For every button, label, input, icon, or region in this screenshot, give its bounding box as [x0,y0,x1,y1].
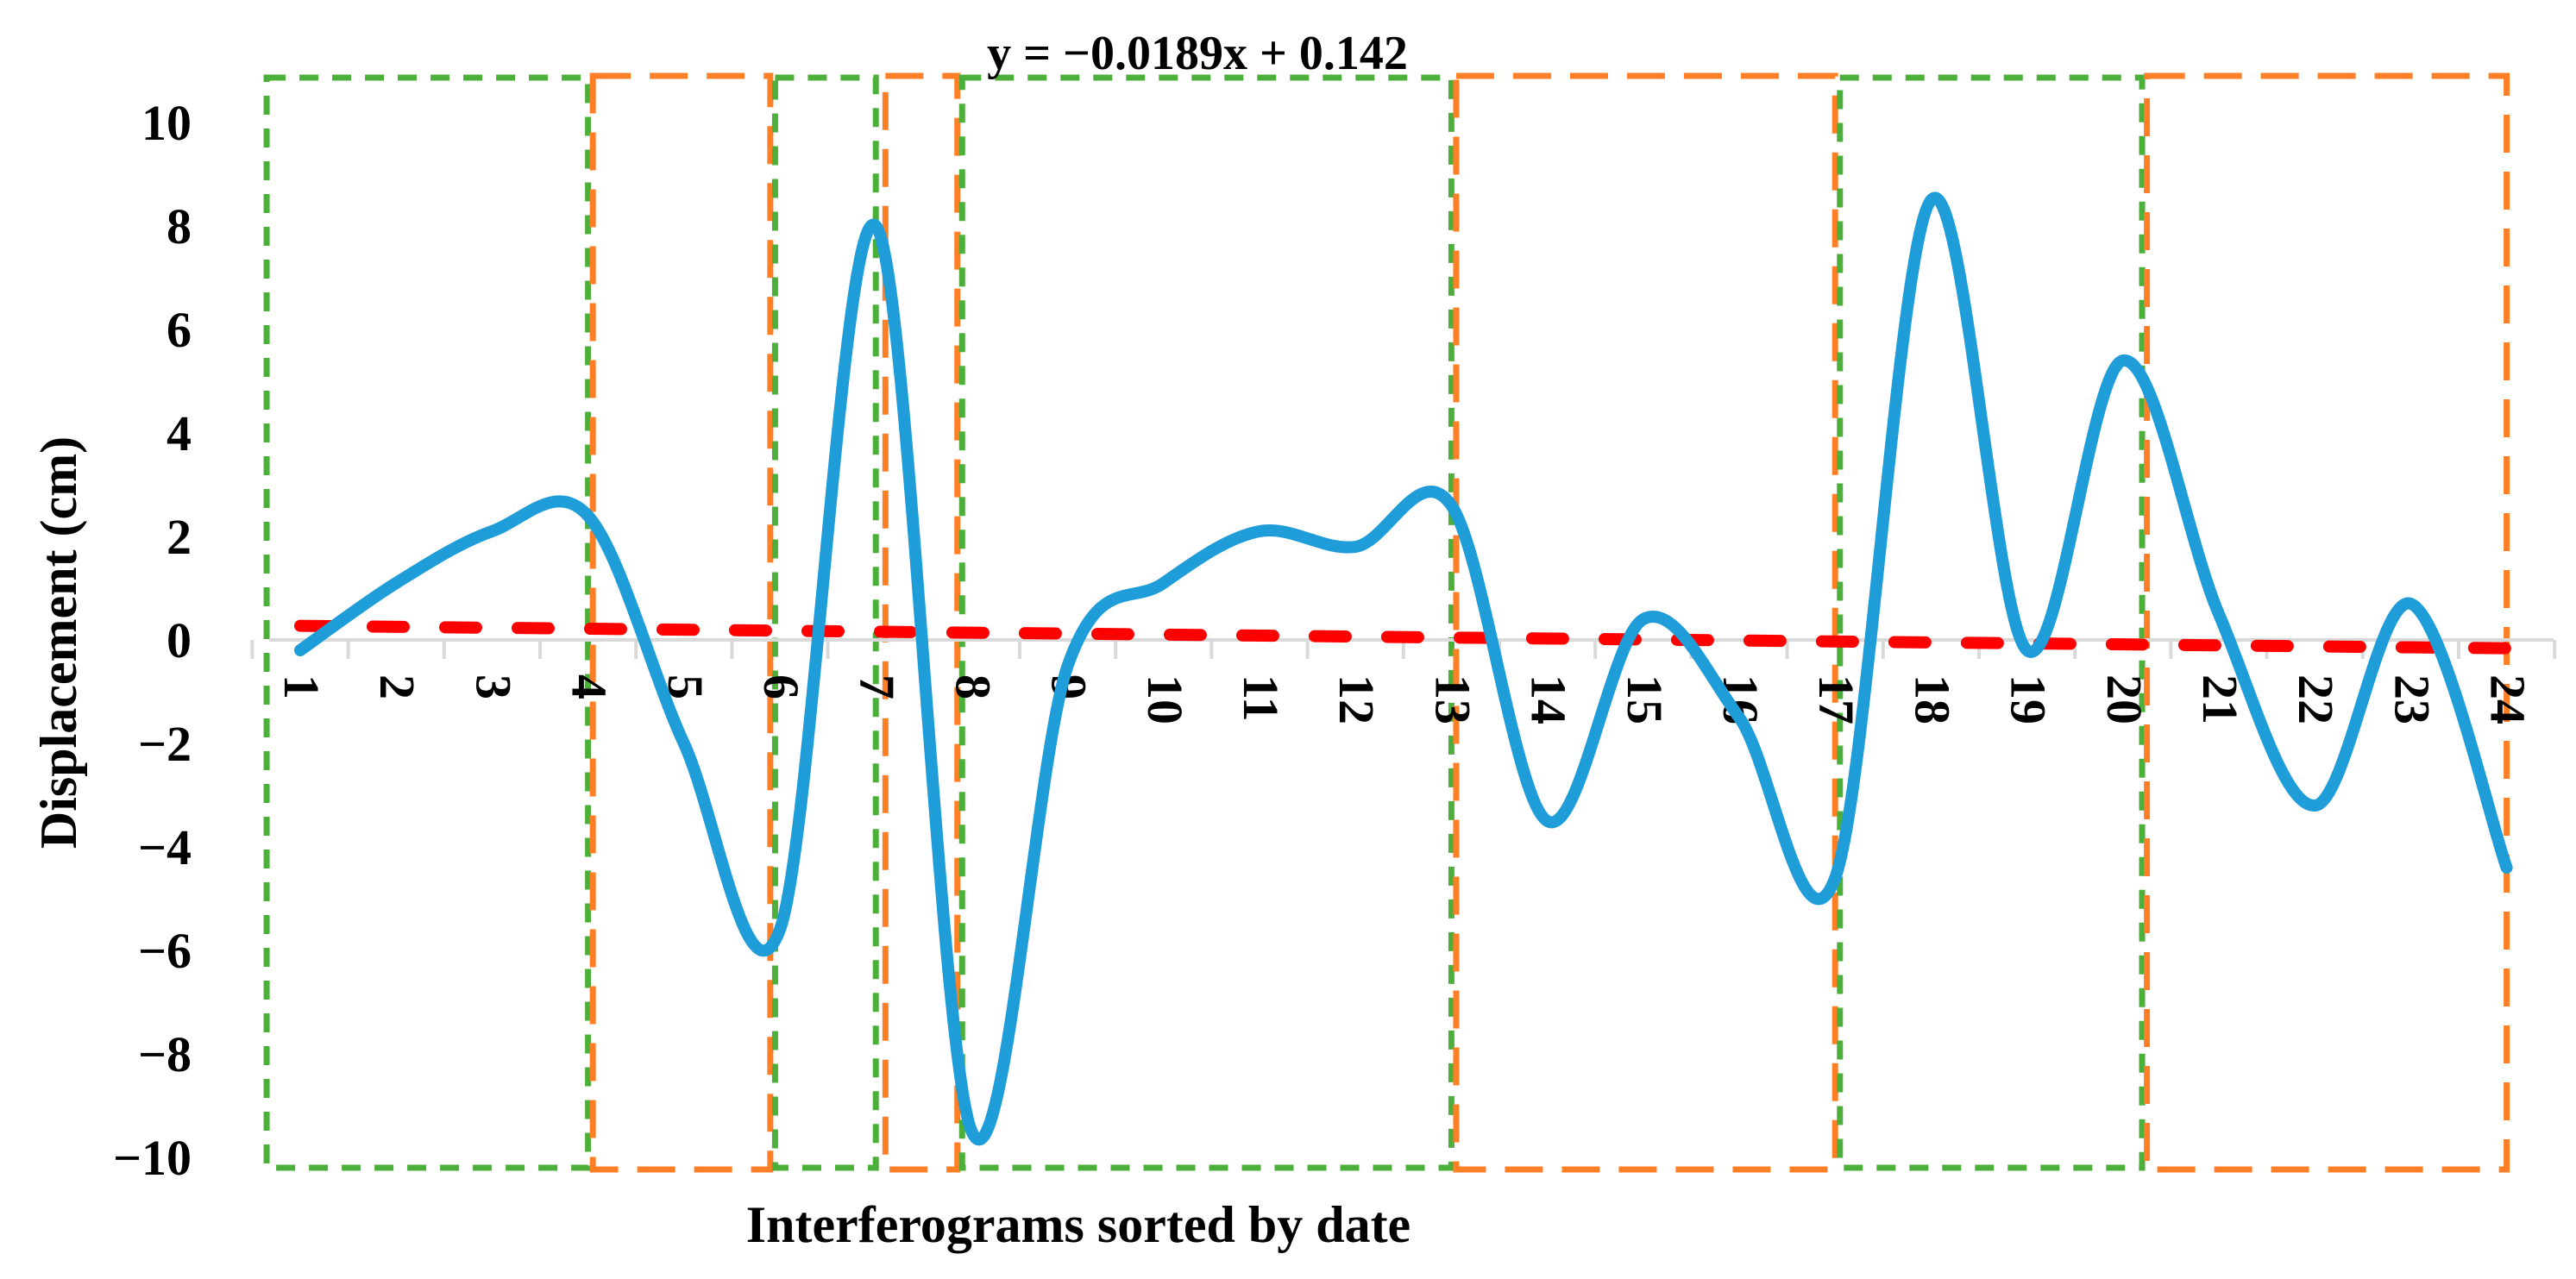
x-tick-label: 1 [273,674,330,699]
y-axis-title: Displacement (cm) [30,436,87,849]
y-tick-label: 6 [166,302,192,358]
x-tick-label: 2 [369,674,425,699]
period-box-2 [589,72,774,1173]
x-tick-label: 3 [465,674,521,699]
period-box-1 [263,74,592,1171]
x-tick-label: 6 [753,674,809,699]
y-tick-label: 2 [166,509,192,565]
trend-line [294,619,2513,655]
displacement-series [294,191,2513,1146]
x-tick-label: 12 [1329,674,1385,724]
displacement-line [294,191,2513,1146]
y-tick-label: 0 [166,612,192,668]
x-tick-label: 21 [2192,674,2248,724]
x-tick-label: 19 [2001,674,2057,724]
x-tick-label: 8 [945,674,1001,699]
x-tick-label: 10 [1137,674,1193,724]
x-tick-label: 15 [1617,674,1673,724]
y-tick-label: −2 [138,716,192,772]
period-boxes [263,72,2510,1173]
period-box-3 [771,74,879,1171]
y-tick-label: −6 [138,923,192,979]
y-tick-label: 4 [166,405,192,461]
period-box-7 [1837,74,2146,1171]
x-tick-label: 18 [1904,674,1960,724]
y-axis-ticks: 10 8 6 4 2 0 −2 −4 −6 −8 −10 [113,95,192,1186]
trendline-equation: y = −0.0189x + 0.142 [987,27,1408,80]
x-tick-label: 20 [2096,674,2152,724]
y-tick-label: 8 [166,198,192,254]
period-box-8 [2144,72,2510,1173]
x-tick-label: 11 [1233,674,1289,722]
x-axis-title: Interferograms sorted by date [746,1196,1411,1253]
period-box-4 [882,72,961,1173]
y-tick-label: −10 [113,1130,192,1186]
y-tick-label: 10 [141,95,192,151]
x-tick-label: 22 [2288,674,2344,724]
x-tick-label: 13 [1424,674,1480,724]
x-tick-label: 17 [1808,674,1864,724]
trendline [294,619,2513,655]
x-tick-label: 23 [2384,674,2440,724]
x-tick-label: 24 [2480,674,2536,724]
x-tick-label: 7 [849,674,905,699]
period-box-6 [1453,72,1838,1173]
y-tick-label: −4 [138,819,192,875]
x-axis-ticks: 1 2 3 4 5 6 7 8 9 10 11 12 13 14 15 16 17 18 19 20 21 22 23 24 [273,674,2536,724]
period-box-5 [958,74,1454,1171]
x-tick-label: 14 [1521,674,1577,724]
y-tick-label: −8 [138,1026,192,1082]
x-tick-label: 4 [562,674,618,699]
